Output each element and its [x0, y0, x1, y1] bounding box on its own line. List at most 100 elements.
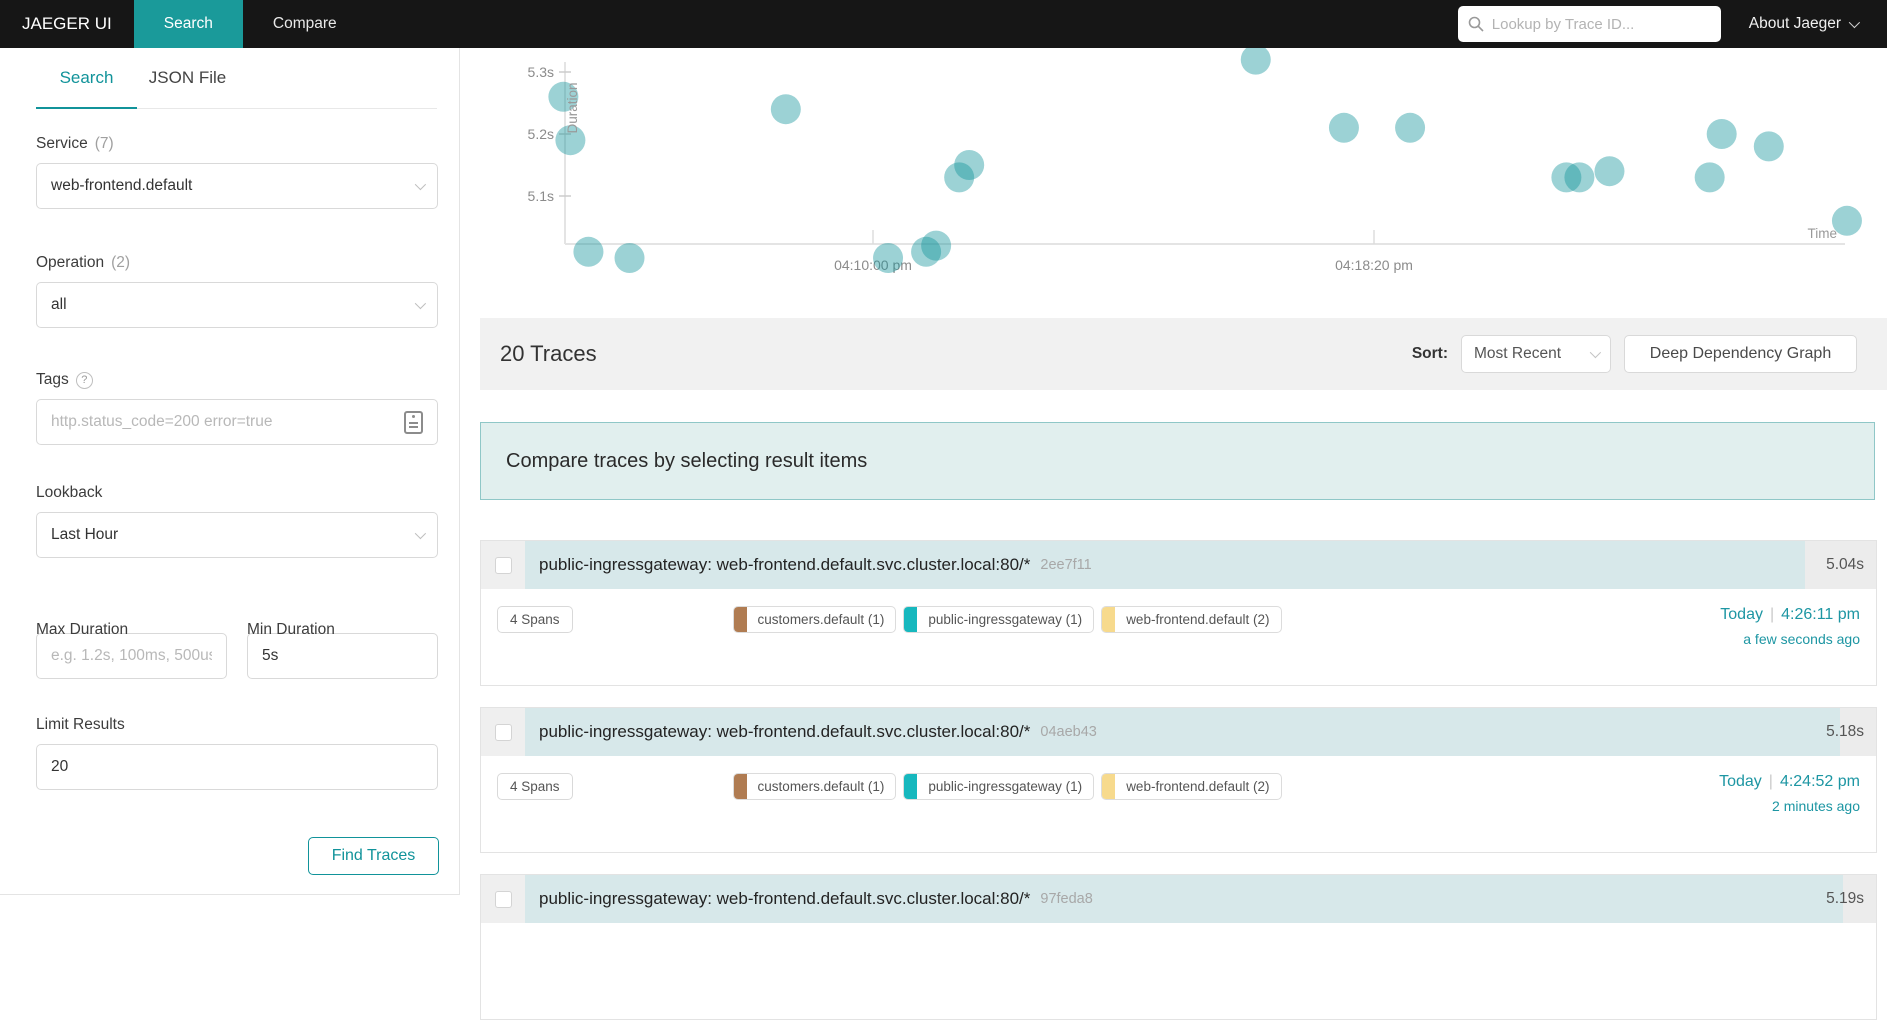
duration-bar-track: public-ingressgateway: web-frontend.defa… [525, 541, 1876, 589]
lookback-label: Lookback [36, 484, 103, 501]
svg-text:04:10:00 pm: 04:10:00 pm [834, 257, 912, 273]
results-header: 20 Traces Sort: Most Recent Deep Depende… [480, 318, 1887, 390]
duration-bar [525, 875, 1843, 923]
chevron-down-icon [1589, 346, 1602, 359]
trace-day: Today [1720, 606, 1763, 623]
max-duration-label: Max Duration [36, 621, 129, 638]
chevron-down-icon [414, 178, 427, 191]
duration-bar-track: public-ingressgateway: web-frontend.defa… [525, 708, 1876, 756]
trace-row-body: | [481, 923, 1876, 947]
service-color-chip [904, 774, 918, 799]
top-navbar: JAEGER UI Search Compare About Jaeger [0, 0, 1887, 48]
trace-result-row[interactable]: public-ingressgateway: web-frontend.defa… [480, 540, 1877, 686]
trace-row-body: 4 Spans customers.default (1) public-ingr… [481, 589, 1876, 647]
trace-row-body: 4 Spans customers.default (1) public-ingr… [481, 756, 1876, 814]
service-tag-pill: web-frontend.default (2) [1101, 606, 1282, 633]
tab-search[interactable]: Search [36, 48, 137, 109]
tab-json-file[interactable]: JSON File [148, 68, 227, 87]
svg-text:04:18:20 pm: 04:18:20 pm [1335, 257, 1413, 273]
operation-select-value: all [51, 296, 67, 313]
trace-lookup-input[interactable] [1491, 15, 1711, 33]
compare-banner-text: Compare traces by selecting result items [506, 449, 868, 472]
service-count: (7) [94, 135, 114, 152]
trace-duration: 5.04s [1826, 556, 1864, 573]
service-select[interactable]: web-frontend.default [36, 163, 438, 209]
duration-bar [525, 541, 1805, 589]
svg-text:Duration: Duration [565, 82, 580, 133]
search-sidebar: Search JSON File Service (7) web-fronten… [0, 48, 460, 895]
trace-id: 04aeb43 [1040, 724, 1097, 740]
trace-row-header[interactable]: public-ingressgateway: web-frontend.defa… [481, 708, 1876, 756]
limit-results-input[interactable] [51, 758, 423, 776]
trace-title[interactable]: public-ingressgateway: web-frontend.defa… [539, 889, 1031, 908]
tags-input[interactable] [51, 413, 404, 431]
service-color-chip [733, 774, 747, 799]
trace-select-checkbox[interactable] [494, 556, 512, 574]
trace-id: 97feda8 [1040, 891, 1093, 907]
lookback-select[interactable]: Last Hour [36, 512, 438, 558]
deep-dependency-graph-button[interactable]: Deep Dependency Graph [1624, 335, 1857, 373]
about-jaeger-label: About Jaeger [1748, 15, 1841, 32]
trace-duration: 5.18s [1826, 723, 1864, 740]
find-traces-button[interactable]: Find Traces [308, 837, 439, 875]
service-tag-pill: customers.default (1) [732, 773, 897, 800]
trace-lookup-box [1457, 6, 1721, 42]
nav-item-compare[interactable]: Compare [272, 15, 337, 32]
sort-label: Sort: [1411, 345, 1448, 362]
lookback-select-value: Last Hour [51, 526, 119, 543]
service-tag-pill: web-frontend.default (2) [1101, 773, 1282, 800]
svg-text:Time: Time [1808, 226, 1838, 241]
trace-when: Today | 4:24:52 pm 2 minutes ago [1719, 773, 1860, 814]
min-duration-wrap [247, 633, 438, 679]
service-tag-pill: customers.default (1) [732, 606, 897, 633]
duration-bar-track: public-ingressgateway: web-frontend.defa… [525, 875, 1876, 923]
tags-input-wrap [36, 399, 438, 445]
min-duration-input[interactable] [262, 647, 423, 665]
service-tag-pill: public-ingressgateway (1) [903, 773, 1095, 800]
trace-relative-time: 2 minutes ago [1772, 798, 1860, 814]
trace-when: Today | 4:26:11 pm a few seconds ago [1720, 606, 1860, 647]
service-tag-list: customers.default (1) public-ingressgatew… [732, 773, 1282, 800]
sort-select[interactable]: Most Recent [1461, 335, 1611, 373]
service-color-chip [1102, 774, 1116, 799]
svg-text:5.3s: 5.3s [528, 64, 554, 80]
checkbox-cell [481, 541, 525, 589]
trace-select-checkbox[interactable] [494, 890, 512, 908]
trace-row-header[interactable]: public-ingressgateway: web-frontend.defa… [481, 875, 1876, 923]
app-brand: JAEGER UI [22, 14, 112, 33]
trace-title[interactable]: public-ingressgateway: web-frontend.defa… [539, 722, 1031, 741]
trace-result-row[interactable]: public-ingressgateway: web-frontend.defa… [480, 707, 1877, 853]
max-duration-wrap [36, 633, 227, 679]
about-jaeger-menu[interactable]: About Jaeger [1748, 15, 1861, 33]
trace-day: Today [1719, 773, 1762, 790]
trace-id: 2ee7f11 [1040, 557, 1092, 573]
trace-count: 20 Traces [500, 341, 597, 366]
trace-select-checkbox[interactable] [494, 723, 512, 741]
service-tag-list: customers.default (1) public-ingressgatew… [732, 606, 1282, 633]
service-tag-label: customers.default (1) [757, 779, 885, 794]
search-icon [1468, 16, 1484, 32]
operation-count: (2) [111, 254, 131, 271]
scatterplot-canvas[interactable]: 5.3s 5.2s 5.1s 04:10:00 pm 04:18:20 pm Durati… [480, 48, 1877, 312]
duration-scatterplot[interactable]: 5.3s 5.2s 5.1s 04:10:00 pm 04:18:20 pm Durati… [480, 48, 1877, 312]
operation-label: Operation (2) [36, 254, 131, 271]
min-duration-label: Min Duration [247, 621, 335, 638]
max-duration-input[interactable] [51, 647, 212, 665]
service-color-chip [733, 607, 747, 632]
service-tag-label: web-frontend.default (2) [1126, 612, 1270, 627]
service-tag-pill: public-ingressgateway (1) [903, 606, 1095, 633]
main-content: 5.3s 5.2s 5.1s 04:10:00 pm 04:18:20 pm Durati… [460, 48, 1887, 1020]
trace-duration: 5.19s [1826, 890, 1864, 907]
trace-time: 4:26:11 pm [1781, 606, 1860, 623]
trace-row-header[interactable]: public-ingressgateway: web-frontend.defa… [481, 541, 1876, 589]
help-icon[interactable]: ? [75, 371, 93, 389]
duration-bar [525, 708, 1841, 756]
nav-item-search[interactable]: Search [133, 0, 243, 48]
chevron-down-icon [414, 297, 427, 310]
trace-result-row[interactable]: public-ingressgateway: web-frontend.defa… [480, 874, 1877, 1020]
trace-relative-time: a few seconds ago [1743, 631, 1860, 647]
trace-title[interactable]: public-ingressgateway: web-frontend.defa… [539, 555, 1031, 574]
logfmt-icon[interactable] [404, 410, 423, 434]
service-tag-label: public-ingressgateway (1) [928, 612, 1083, 627]
operation-select[interactable]: all [36, 282, 438, 328]
